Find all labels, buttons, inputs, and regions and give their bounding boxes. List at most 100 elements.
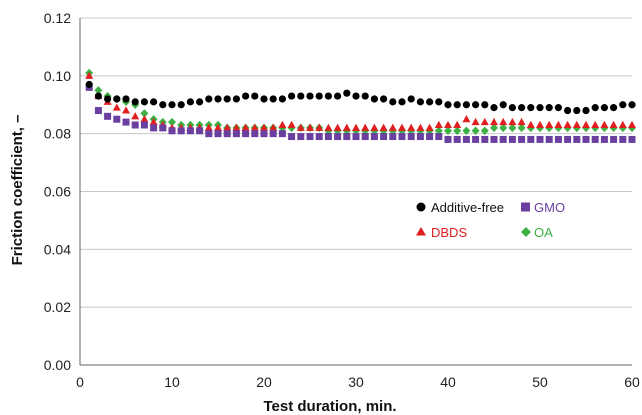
point-oa-41 xyxy=(453,126,462,135)
point-gmo-3 xyxy=(104,112,112,120)
point-gmo-47 xyxy=(508,135,516,143)
point-dbds-15 xyxy=(214,123,222,131)
point-dbds-47 xyxy=(508,117,517,126)
point-additive-free-13 xyxy=(196,98,204,106)
point-dbds-58 xyxy=(609,120,618,128)
point-gmo-25 xyxy=(306,133,314,141)
point-additive-free-35 xyxy=(398,98,406,106)
point-gmo-60 xyxy=(628,135,636,143)
point-additive-free-45 xyxy=(490,104,498,112)
point-dbds-6 xyxy=(131,112,140,120)
point-additive-free-59 xyxy=(619,101,627,109)
point-additive-free-20 xyxy=(260,95,268,103)
point-gmo-6 xyxy=(131,121,139,129)
point-additive-free-21 xyxy=(269,95,277,103)
point-dbds-46 xyxy=(499,117,508,126)
x-tick-label-4: 40 xyxy=(440,374,456,390)
point-gmo-53 xyxy=(564,135,572,143)
point-oa-39 xyxy=(434,126,443,135)
point-dbds-8 xyxy=(149,117,158,126)
point-dbds-38 xyxy=(425,123,434,131)
point-additive-free-54 xyxy=(573,106,581,115)
point-gmo-43 xyxy=(472,135,480,143)
point-gmo-8 xyxy=(150,124,158,132)
point-dbds-24 xyxy=(296,123,305,131)
legend-label-dbds: DBDS xyxy=(431,225,467,240)
legend: Additive-free GMO DBDS OA xyxy=(416,200,565,240)
y-tick-label-3: 0.06 xyxy=(44,184,71,200)
x-axis-title: Test duration, min. xyxy=(263,398,396,415)
point-additive-free-37 xyxy=(416,98,424,106)
point-additive-free-23 xyxy=(288,92,296,100)
point-additive-free-4 xyxy=(113,95,121,103)
point-additive-free-34 xyxy=(389,98,397,106)
point-additive-free-17 xyxy=(232,95,240,103)
x-tick-label-1: 10 xyxy=(164,374,180,390)
point-dbds-54 xyxy=(572,120,581,128)
x-tick-label-2: 20 xyxy=(256,374,272,390)
point-additive-free-46 xyxy=(499,101,507,109)
point-oa-45 xyxy=(490,123,498,133)
point-dbds-51 xyxy=(545,120,554,128)
point-gmo-58 xyxy=(610,135,618,143)
y-tick-label-6: 0.12 xyxy=(44,10,71,26)
point-gmo-51 xyxy=(545,135,553,143)
y-tick-label-5: 0.10 xyxy=(44,68,71,84)
legend-label-additive-free: Additive-free xyxy=(431,200,504,215)
point-additive-free-43 xyxy=(472,101,480,109)
point-gmo-16 xyxy=(223,130,231,138)
legend-marker-additive-free xyxy=(416,202,426,212)
point-additive-free-53 xyxy=(564,106,572,115)
point-additive-free-39 xyxy=(435,98,443,106)
point-additive-free-31 xyxy=(361,92,369,100)
point-additive-free-24 xyxy=(297,92,305,100)
point-dbds-31 xyxy=(361,123,370,131)
point-dbds-39 xyxy=(434,120,443,128)
x-tick-label-6: 60 xyxy=(624,374,640,390)
y-tick-label-4: 0.08 xyxy=(44,126,71,142)
point-gmo-40 xyxy=(444,135,452,143)
legend-marker-dbds xyxy=(416,227,426,236)
point-dbds-19 xyxy=(250,123,259,131)
point-additive-free-15 xyxy=(214,95,222,103)
x-tick-label-5: 50 xyxy=(532,374,548,390)
data-points xyxy=(85,68,636,143)
point-dbds-7 xyxy=(140,115,149,123)
point-gmo-48 xyxy=(518,135,526,143)
y-tick-label-2: 0.04 xyxy=(44,241,71,257)
point-additive-free-55 xyxy=(582,106,590,115)
point-dbds-18 xyxy=(241,123,250,131)
point-oa-43 xyxy=(471,126,480,135)
point-dbds-43 xyxy=(471,117,480,126)
point-oa-40 xyxy=(444,126,452,135)
point-gmo-14 xyxy=(205,130,213,138)
point-additive-free-16 xyxy=(223,95,231,103)
point-dbds-55 xyxy=(582,120,590,128)
point-additive-free-52 xyxy=(554,104,563,112)
point-additive-free-47 xyxy=(508,104,516,112)
point-additive-free-36 xyxy=(407,95,415,103)
point-additive-free-27 xyxy=(324,92,332,100)
y-tick-label-0: 0.00 xyxy=(44,357,71,373)
point-gmo-18 xyxy=(242,130,250,138)
point-additive-free-44 xyxy=(481,101,489,109)
point-dbds-1 xyxy=(85,71,94,79)
point-oa-10 xyxy=(168,117,176,127)
point-gmo-56 xyxy=(591,135,599,143)
point-additive-free-42 xyxy=(462,101,470,109)
point-gmo-13 xyxy=(196,127,204,135)
point-additive-free-29 xyxy=(343,89,351,97)
point-gmo-15 xyxy=(214,130,222,138)
point-additive-free-1 xyxy=(85,80,93,89)
point-dbds-30 xyxy=(352,123,360,131)
point-additive-free-5 xyxy=(122,95,130,103)
point-additive-free-40 xyxy=(444,101,452,109)
point-gmo-12 xyxy=(186,127,194,135)
point-gmo-45 xyxy=(490,135,498,143)
point-additive-free-25 xyxy=(306,92,314,100)
point-dbds-41 xyxy=(453,120,462,128)
point-gmo-39 xyxy=(435,133,443,141)
point-dbds-36 xyxy=(407,123,416,131)
point-additive-free-18 xyxy=(242,92,250,100)
point-dbds-53 xyxy=(563,120,572,128)
